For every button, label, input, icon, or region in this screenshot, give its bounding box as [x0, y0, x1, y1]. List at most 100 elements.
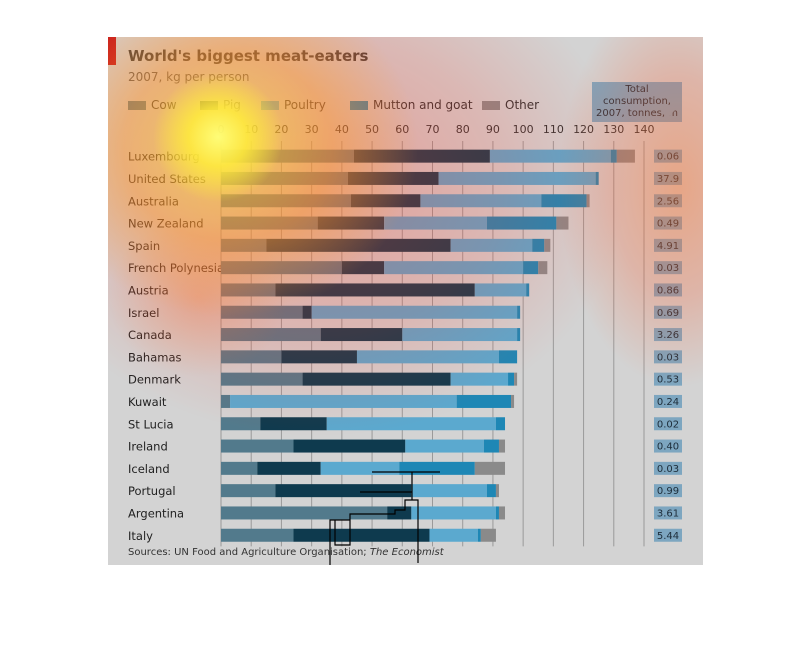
total-consumption-value: 0.69	[657, 308, 679, 319]
total-consumption-value: 0.03	[657, 352, 679, 363]
bar-segment	[221, 439, 294, 453]
bar-segment	[399, 461, 475, 475]
bar-segment	[483, 439, 499, 453]
category-label: Denmark	[128, 373, 181, 387]
bar-segment	[353, 149, 490, 163]
category-label: French Polynesia	[128, 261, 224, 275]
bar-segment	[450, 372, 509, 386]
category-label: Spain	[128, 239, 160, 253]
bar-segment	[523, 261, 539, 275]
total-consumption-value: 0.86	[657, 285, 679, 296]
bar-segment	[384, 216, 487, 230]
bar-segment	[341, 261, 385, 275]
bar-segment	[221, 261, 342, 275]
bar-segment	[221, 528, 294, 542]
bar-segment	[275, 283, 475, 297]
category-label: Bahamas	[128, 350, 182, 364]
category-label: Iceland	[128, 462, 170, 476]
bar-segment	[486, 216, 557, 230]
bar-segment	[450, 238, 533, 252]
bar-segment	[275, 484, 412, 498]
bar-segment	[489, 149, 611, 163]
bar-segment	[495, 417, 506, 431]
bar-segment	[498, 439, 506, 453]
bar-segment	[221, 417, 261, 431]
bar-segment	[221, 149, 354, 163]
bar-segment	[221, 238, 267, 252]
x-tick-label: 20	[274, 123, 288, 136]
category-label: Italy	[128, 529, 153, 543]
bar-segment	[402, 328, 518, 342]
bar-segment	[456, 394, 512, 408]
bar-segment	[221, 283, 276, 297]
x-tick-label: 130	[603, 123, 624, 136]
bar-segment	[480, 528, 496, 542]
bar-segment	[474, 461, 506, 475]
category-label: Austria	[128, 283, 169, 297]
bar-segment	[221, 216, 318, 230]
total-consumption-value: 0.03	[657, 464, 679, 475]
x-tick-label: 80	[456, 123, 470, 136]
x-tick-label: 120	[573, 123, 594, 136]
x-tick-label: 30	[305, 123, 319, 136]
bar-segment	[595, 171, 599, 185]
bar-segment	[387, 506, 412, 520]
bar-segment	[495, 484, 499, 498]
source-note: Sources: UN Food and Agriculture Organis…	[128, 547, 444, 558]
category-label: Argentina	[128, 506, 184, 520]
x-tick-label: 50	[365, 123, 379, 136]
bar-segment	[266, 238, 451, 252]
total-consumption-value: 0.40	[657, 442, 679, 453]
total-consumption-value: 0.24	[657, 397, 679, 408]
category-label: Canada	[128, 328, 172, 342]
category-label: United States	[128, 172, 206, 186]
bar-segment	[356, 350, 499, 364]
bar-segment	[411, 506, 496, 520]
bar-segment	[495, 506, 499, 520]
bar-segment	[257, 461, 321, 475]
category-label: New Zealand	[128, 217, 204, 231]
x-tick-label: 40	[335, 123, 349, 136]
bar-segment	[320, 461, 400, 475]
bar-segment	[517, 328, 521, 342]
bar-segment	[405, 439, 484, 453]
bar-segment	[486, 484, 496, 498]
total-consumption-value: 4.91	[657, 241, 679, 252]
bar-segment	[221, 372, 303, 386]
chart-panel: World's biggest meat-eaters 2007, kg per…	[108, 37, 703, 565]
bar-segment	[420, 194, 542, 208]
x-tick-label: 90	[486, 123, 500, 136]
x-tick-label: 140	[634, 123, 655, 136]
bar-segment	[311, 305, 518, 319]
bar-segment	[556, 216, 569, 230]
bar-segment	[221, 461, 258, 475]
bar-segment	[498, 506, 506, 520]
category-label: Luxembourg	[128, 150, 200, 164]
x-tick-label: 60	[395, 123, 409, 136]
x-tick-label: 100	[513, 123, 534, 136]
bar-segment	[302, 305, 312, 319]
bar-segment	[586, 194, 590, 208]
bar-segment	[302, 372, 451, 386]
bar-segment	[221, 394, 231, 408]
bar-segment	[616, 149, 635, 163]
bar-segment	[221, 171, 348, 185]
bar-segment	[474, 283, 527, 297]
x-tick-label: 10	[244, 123, 258, 136]
category-label: Ireland	[128, 440, 168, 454]
bar-segment	[532, 238, 545, 252]
source-prefix: Sources: UN Food and Agriculture Organis…	[128, 547, 367, 558]
bar-segment	[221, 350, 282, 364]
total-consumption-value: 37.9	[657, 174, 679, 185]
bar-segment	[320, 328, 403, 342]
bar-segment	[544, 238, 551, 252]
bar-segment	[511, 394, 515, 408]
bar-segment	[293, 528, 430, 542]
x-tick-label: 0	[218, 123, 225, 136]
category-label: St Lucia	[128, 417, 174, 431]
total-consumption-value: 0.53	[657, 375, 679, 386]
bar-segment	[517, 305, 521, 319]
total-consumption-value: 3.61	[657, 508, 679, 519]
total-consumption-value: 0.49	[657, 219, 679, 230]
total-consumption-value: 2.56	[657, 196, 679, 207]
